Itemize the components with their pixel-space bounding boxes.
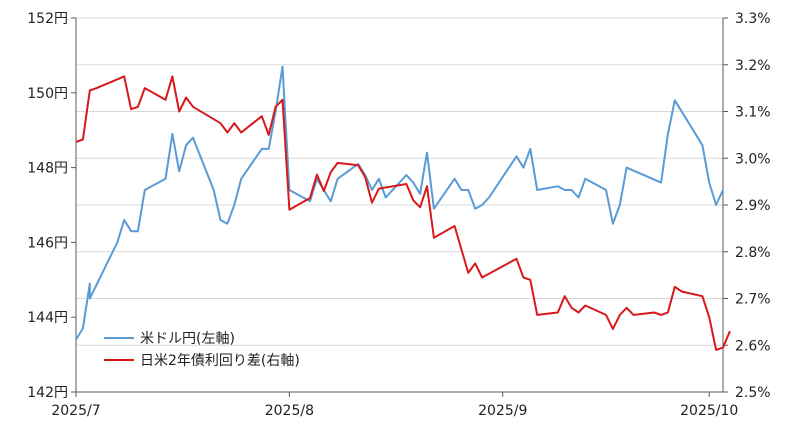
yield-spread-line	[75, 75, 731, 351]
left-tick-label: 142円	[27, 385, 68, 401]
x-tick-label: 2025/7	[51, 403, 100, 419]
usdjpy-line	[75, 65, 724, 341]
left-tick-label: 148円	[27, 161, 68, 177]
right-axis-ticks: 2.5% 2.6% 2.7% 2.8% 2.9% 3.0% 3.1% 3.2% 3.3%	[723, 11, 771, 401]
legend-label: 米ドル円(左軸)	[140, 331, 235, 347]
right-tick-label: 2.5%	[735, 385, 771, 401]
x-tick-label: 2025/10	[680, 403, 738, 419]
gridlines	[76, 17, 723, 346]
left-tick-label: 150円	[27, 86, 68, 102]
right-tick-label: 3.1%	[735, 105, 771, 121]
right-tick-label: 3.3%	[735, 11, 771, 27]
x-tick-label: 2025/9	[478, 403, 527, 419]
x-axis-ticks: 2025/7 2025/8 2025/9 2025/10	[51, 392, 738, 419]
left-axis-ticks: 142円 144円 146円 148円 150円 152円	[27, 11, 76, 401]
right-tick-label: 2.9%	[735, 198, 771, 214]
right-tick-label: 3.0%	[735, 151, 771, 167]
right-tick-label: 2.8%	[735, 245, 771, 261]
x-tick-label: 2025/8	[265, 403, 314, 419]
legend-label: 日米2年債利回り差(右軸)	[140, 353, 300, 369]
right-tick-label: 2.7%	[735, 292, 771, 308]
left-tick-label: 144円	[27, 310, 68, 326]
series-lines	[75, 65, 731, 351]
legend: 米ドル円(左軸) 日米2年債利回り差(右軸)	[104, 331, 300, 369]
left-tick-label: 146円	[27, 235, 68, 251]
right-tick-label: 2.6%	[735, 338, 771, 354]
right-tick-label: 3.2%	[735, 58, 771, 74]
left-tick-label: 152円	[27, 11, 68, 27]
